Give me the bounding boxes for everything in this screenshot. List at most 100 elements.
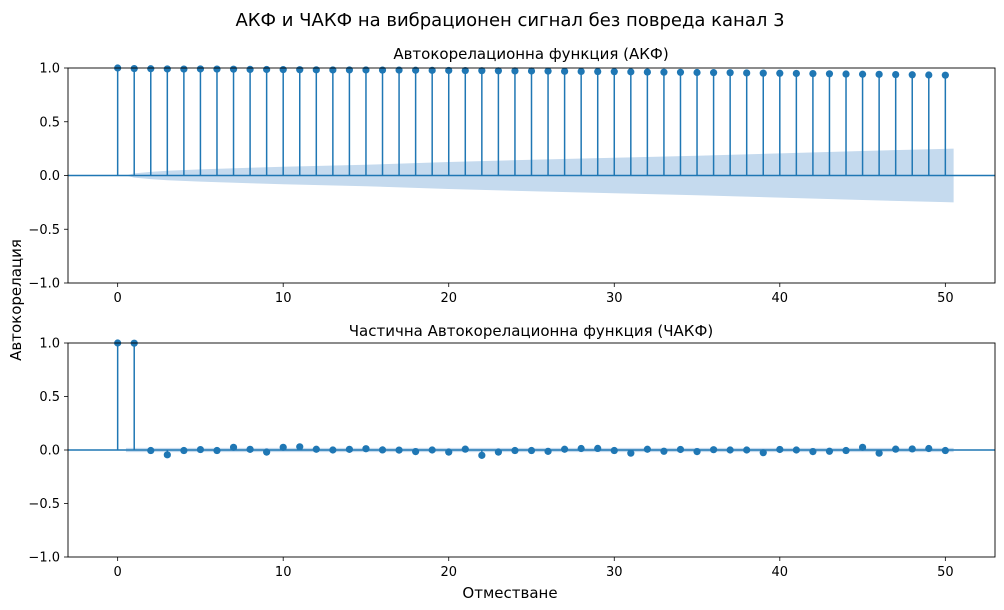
acf-point-48: [908, 71, 916, 79]
pacf-point-10: [279, 443, 287, 451]
pacf-point-42: [809, 448, 817, 456]
pacf-point-16: [378, 446, 387, 454]
pacf-point-48: [908, 445, 916, 453]
pacf-point-45: [858, 443, 867, 451]
pacf-point-6: [213, 446, 221, 455]
pacf-point-29: [594, 444, 602, 452]
acf-point-47: [892, 70, 900, 79]
pacf-point-2: [147, 446, 155, 455]
pacf-xtick-label-0: 0: [114, 565, 122, 580]
acf-point-25: [527, 67, 536, 75]
pacf-point-49: [925, 444, 933, 453]
pacf-point-3: [163, 451, 171, 459]
pacf-point-11: [296, 443, 304, 451]
pacf-point-33: [660, 447, 668, 455]
acf-panel: Автокорелационна функция (АКФ) 0 10 20 30 40…: [28, 45, 996, 306]
acf-xtick-label-10: 10: [275, 291, 292, 306]
acf-ytick-label-0: −1.0: [28, 277, 60, 292]
acf-point-50: [941, 71, 949, 79]
acf-point-33: [660, 68, 668, 76]
acf-xtick-label-20: 20: [440, 291, 457, 306]
acf-point-20: [445, 66, 453, 75]
pacf-point-24: [511, 446, 519, 455]
pacf-xtick-label-10: 10: [275, 565, 292, 580]
acf-point-21: [461, 66, 469, 75]
acf-point-32: [643, 68, 651, 76]
acf-point-26: [544, 67, 552, 75]
pacf-ytick-label-1: −0.5: [28, 497, 60, 512]
pacf-ytick-label-0: −1.0: [28, 551, 60, 566]
figure-suptitle: АКФ и ЧАКФ на вибрационен сигнал без пов…: [235, 10, 784, 31]
acf-xtick-label-40: 40: [772, 291, 789, 306]
pacf-point-20: [445, 448, 453, 456]
acf-point-3: [163, 65, 171, 73]
acf-point-35: [693, 68, 701, 77]
acf-point-34: [676, 68, 685, 76]
pacf-point-22: [478, 451, 486, 459]
acf-point-19: [428, 66, 436, 74]
pacf-point-31: [627, 449, 635, 457]
pacf-point-13: [329, 446, 337, 454]
pacf-point-14: [345, 445, 354, 453]
acf-point-10: [279, 66, 287, 74]
pacf-point-37: [726, 446, 734, 454]
acf-point-18: [412, 66, 420, 74]
pacf-point-28: [577, 444, 585, 453]
acf-point-13: [329, 66, 337, 74]
acf-point-2: [147, 65, 155, 73]
pacf-point-8: [246, 445, 254, 453]
pacf-point-25: [527, 446, 536, 455]
pacf-point-5: [196, 445, 205, 454]
acf-point-12: [312, 66, 320, 74]
acf-xtick-label-50: 50: [937, 291, 954, 306]
acf-point-4: [180, 65, 188, 73]
acf-point-37: [726, 69, 734, 77]
acf-point-17: [395, 66, 403, 74]
pacf-point-15: [362, 445, 370, 453]
acf-point-40: [776, 69, 784, 77]
acf-point-5: [196, 65, 205, 73]
pacf-point-46: [875, 449, 883, 457]
pacf-point-34: [676, 445, 685, 454]
acf-point-9: [263, 65, 271, 74]
acf-point-43: [825, 70, 834, 78]
pacf-ytick-label-4: 1.0: [39, 337, 60, 352]
acf-point-49: [925, 71, 933, 79]
pacf-point-35: [693, 448, 701, 456]
pacf-point-50: [941, 446, 949, 455]
pacf-point-38: [743, 446, 751, 454]
acf-panel-title: Автокорелационна функция (АКФ): [393, 45, 668, 63]
acf-ytick-label-2: 0.0: [39, 169, 60, 184]
acf-point-28: [577, 67, 585, 76]
pacf-point-30: [610, 446, 618, 455]
pacf-xtick-label-20: 20: [440, 565, 457, 580]
pacf-point-44: [842, 446, 850, 455]
acf-xtick-label-30: 30: [606, 291, 623, 306]
acf-point-8: [246, 65, 254, 73]
pacf-point-19: [428, 446, 436, 454]
pacf-point-4: [180, 446, 188, 455]
pacf-point-17: [395, 446, 403, 454]
pacf-point-21: [461, 445, 469, 453]
acf-point-27: [561, 67, 569, 75]
acf-point-31: [627, 68, 635, 76]
acf-point-29: [594, 67, 602, 76]
pacf-point-40: [776, 445, 784, 454]
acf-point-46: [875, 70, 883, 78]
pacf-point-7: [229, 443, 238, 451]
acf-point-22: [478, 67, 486, 75]
pacf-point-32: [643, 445, 651, 453]
pacf-point-41: [792, 446, 800, 454]
acf-point-14: [345, 66, 354, 74]
acf-point-11: [296, 66, 304, 74]
pacf-point-36: [709, 446, 718, 454]
pacf-panel-title: Частична Автокорелационна функция (ЧАКФ): [349, 322, 713, 340]
acf-point-24: [511, 67, 519, 75]
pacf-point-12: [312, 445, 320, 453]
acf-point-23: [494, 67, 502, 75]
acf-point-44: [842, 70, 850, 78]
acf-point-39: [759, 69, 767, 77]
y-axis-title: Автокорелация: [7, 239, 25, 361]
acf-point-30: [610, 68, 618, 76]
acf-point-41: [792, 69, 800, 78]
